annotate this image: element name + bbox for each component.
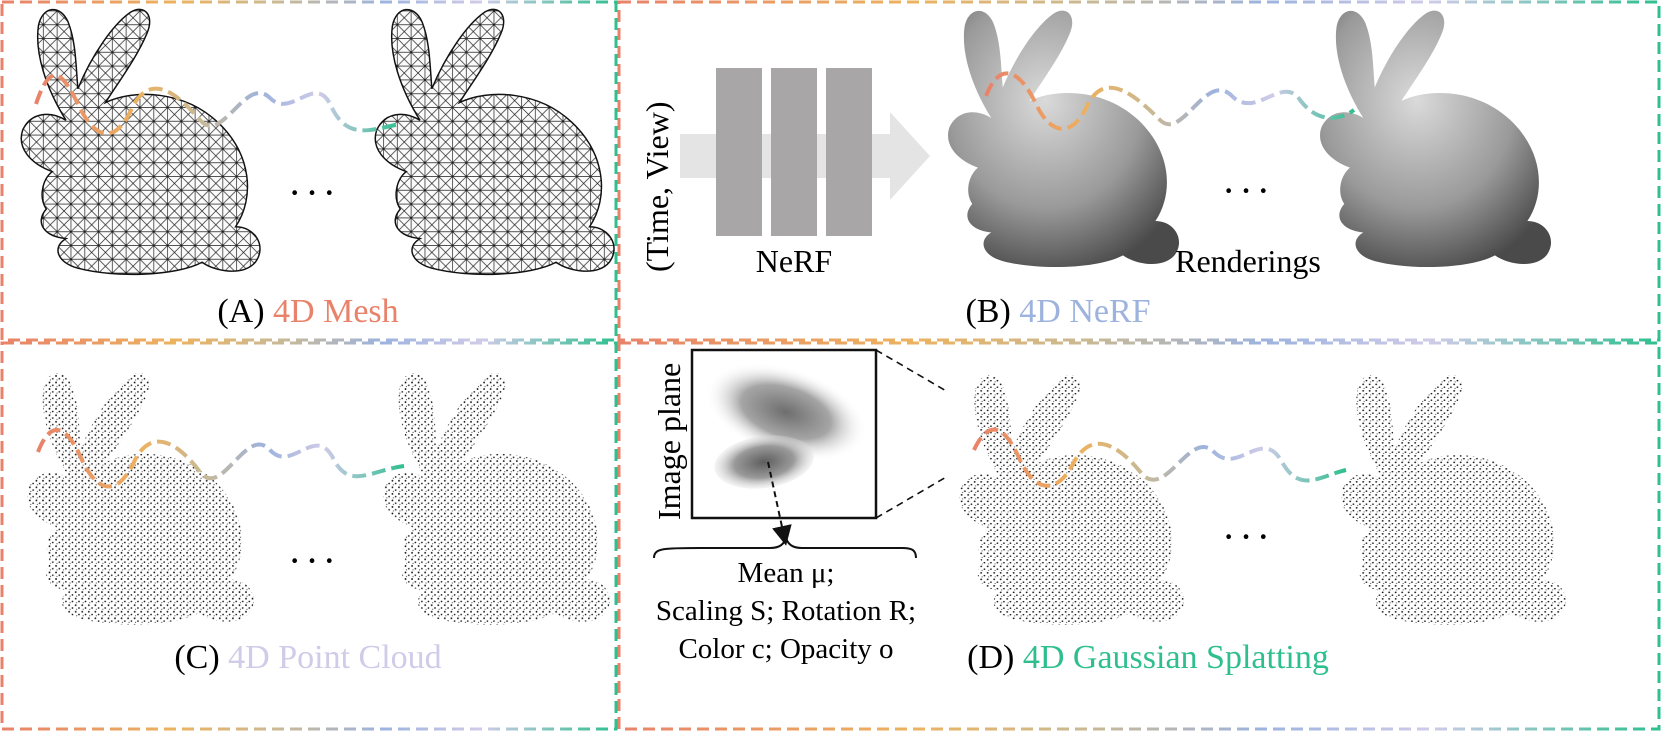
gaussian-bunny-1	[958, 375, 1184, 625]
panel-d-caption: (D) 4D Gaussian Splatting	[967, 639, 1329, 676]
attr-line-2: Scaling S; Rotation R;	[656, 595, 916, 627]
mesh-bunny-1	[20, 8, 261, 276]
nerf-layer-1	[716, 68, 762, 236]
gaussian-bunny-2	[1340, 375, 1566, 625]
ellipsis: ···	[1222, 514, 1274, 559]
mesh-bunny-2	[374, 8, 615, 276]
panel-b-caption: (B) 4D NeRF	[965, 293, 1150, 330]
ellipsis: ···	[288, 170, 340, 215]
point-bunny-1	[27, 373, 254, 625]
attr-line-3: Color c; Opacity o	[678, 633, 893, 665]
panel-d: Image plane Mean μ; Scaling S; Rotation …	[651, 348, 1566, 676]
panel-c-caption: (C) 4D Point Cloud	[174, 639, 441, 676]
trajectory-curve	[34, 73, 401, 136]
ellipsis: ···	[1222, 168, 1274, 213]
panel-a-caption: (A) 4D Mesh	[217, 293, 398, 330]
attribute-brace	[653, 534, 917, 559]
ellipsis: ···	[288, 538, 340, 583]
panel-c: ··· (C) 4D Point Cloud	[27, 373, 610, 676]
trajectory-curve	[972, 427, 1347, 488]
gaussian-large	[704, 362, 868, 462]
gaussian-small	[714, 435, 814, 489]
rendered-bunny-1	[948, 10, 1180, 268]
input-label: (Time, View)	[639, 101, 675, 272]
nerf-layer-2	[771, 68, 817, 236]
image-plane-label: Image plane	[651, 363, 687, 520]
trajectory-curve	[984, 71, 1356, 131]
nerf-label: NeRF	[756, 243, 832, 279]
mean-arrow	[767, 461, 792, 546]
renderings-label: Renderings	[1175, 243, 1321, 279]
projection-line-top	[875, 349, 949, 393]
point-bunny-2	[383, 373, 610, 625]
rendered-bunny-2	[1320, 10, 1552, 268]
panel-b: (Time, View) NeRF ··· Renderings (B) 4D …	[639, 10, 1552, 330]
trajectory-curve	[36, 428, 405, 489]
panel-a: ··· (A) 4D Mesh	[20, 8, 615, 330]
nerf-layer-3	[826, 68, 872, 236]
projection-line-bottom	[875, 475, 949, 519]
attr-line-1: Mean μ;	[738, 557, 835, 589]
